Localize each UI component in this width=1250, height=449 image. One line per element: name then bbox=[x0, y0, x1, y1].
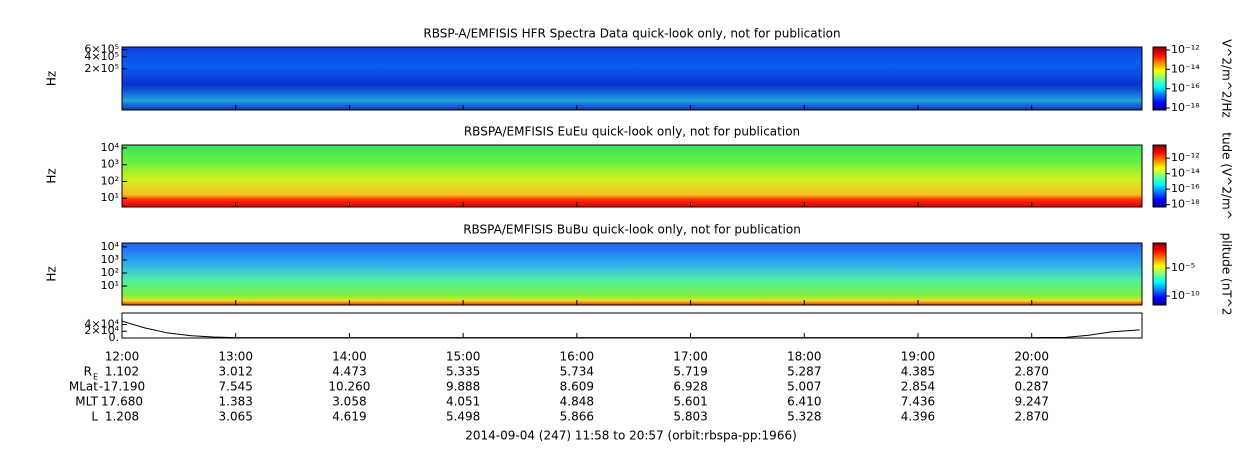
x-tick-label: 20:00 bbox=[1014, 350, 1049, 364]
plot-frame bbox=[121, 242, 1143, 306]
ephemeris-value: 3.058 bbox=[332, 395, 366, 409]
ephemeris-value: 8.609 bbox=[560, 380, 594, 394]
ephemeris-value: 4.051 bbox=[446, 395, 480, 409]
colorbar-tick-label: 10⁻¹⁰ bbox=[1171, 289, 1200, 302]
x-tick-label: 16:00 bbox=[560, 350, 595, 364]
y-tick-label: 10² bbox=[101, 266, 119, 279]
ephemeris-value: 3.012 bbox=[219, 365, 253, 379]
y-tick-label: 6×10⁵ bbox=[84, 43, 119, 56]
colorbar bbox=[1152, 144, 1167, 208]
colorbar bbox=[1152, 46, 1167, 111]
y-axis-label: Hz bbox=[45, 168, 59, 183]
ephemeris-value: 2.870 bbox=[1015, 365, 1049, 379]
colorbar-label: plitude (nT^2 bbox=[1220, 233, 1234, 316]
panel-title: RBSPA/EMFISIS EuEu quick-look only, not … bbox=[464, 125, 800, 139]
x-tick-label: 19:00 bbox=[901, 350, 936, 364]
ephemeris-row-label: R bbox=[84, 365, 92, 379]
ephemeris-value: 5.601 bbox=[673, 395, 707, 409]
colorbar-tick-label: 10⁻¹⁸ bbox=[1171, 198, 1200, 211]
ephemeris-value: 0.287 bbox=[1015, 380, 1049, 394]
colorbar-tick-label: 10⁻¹⁶ bbox=[1171, 82, 1200, 95]
ephemeris-value: 10.260 bbox=[328, 380, 370, 394]
ephemeris-row-label: L bbox=[91, 410, 98, 424]
y-tick-label: 10³ bbox=[101, 253, 119, 266]
ephemeris-value: 2.854 bbox=[901, 380, 935, 394]
ephemeris-value: 7.436 bbox=[901, 395, 935, 409]
y-tick-label: 10⁴ bbox=[101, 141, 120, 154]
y-tick-label: 2×10⁴ bbox=[84, 324, 119, 337]
ephemeris-value: 6.928 bbox=[673, 380, 707, 394]
y-axis-label: Hz bbox=[45, 71, 59, 86]
x-tick-label: 15:00 bbox=[446, 350, 481, 364]
ephemeris-value: 5.287 bbox=[787, 365, 821, 379]
spectrogram-image bbox=[122, 47, 1142, 110]
spectrogram-image bbox=[122, 243, 1142, 305]
ephemeris-value: 5.328 bbox=[787, 410, 821, 424]
x-tick-label: 18:00 bbox=[787, 350, 822, 364]
y-tick-label: 4×10⁴ bbox=[84, 317, 119, 330]
plot-frame bbox=[121, 144, 1143, 208]
ephemeris-value: 5.866 bbox=[560, 410, 594, 424]
plot-frame bbox=[121, 312, 1143, 339]
colorbar-label: V^2/m^2/Hz bbox=[1220, 39, 1234, 118]
plot-frame bbox=[121, 46, 1143, 111]
x-tick-label: 14:00 bbox=[332, 350, 367, 364]
y-tick-label: 0. bbox=[109, 331, 120, 344]
colorbar-tick-label: 10⁻¹² bbox=[1171, 43, 1200, 56]
ephemeris-value: 6.410 bbox=[787, 395, 821, 409]
spectrogram-image bbox=[122, 145, 1142, 207]
ephemeris-value: 5.498 bbox=[446, 410, 480, 424]
y-tick-label: 4×10⁵ bbox=[84, 50, 119, 63]
ephemeris-value: 5.335 bbox=[446, 365, 480, 379]
ephemeris-value: 4.848 bbox=[560, 395, 594, 409]
x-tick-label: 12:00 bbox=[105, 350, 140, 364]
ephemeris-value: 5.803 bbox=[673, 410, 707, 424]
ephemeris-value: 2.870 bbox=[1015, 410, 1049, 424]
ephemeris-value: 4.619 bbox=[332, 410, 366, 424]
ephemeris-value: 5.007 bbox=[787, 380, 821, 394]
panel-title: RBSPA/EMFISIS BuBu quick-look only, not … bbox=[463, 223, 801, 237]
ephemeris-value: 1.208 bbox=[105, 410, 139, 424]
ephemeris-value: 1.383 bbox=[219, 395, 253, 409]
ephemeris-value: 3.065 bbox=[219, 410, 253, 424]
y-tick-label: 10² bbox=[101, 174, 119, 187]
colorbar-tick-label: 10⁻¹² bbox=[1171, 151, 1200, 164]
y-tick-label: 10¹ bbox=[101, 191, 119, 204]
ephemeris-value: 4.396 bbox=[901, 410, 935, 424]
ephemeris-value: 9.247 bbox=[1015, 395, 1049, 409]
x-tick-label: 17:00 bbox=[673, 350, 708, 364]
ephemeris-row-label: MLT bbox=[75, 395, 98, 409]
ephemeris-value: 4.385 bbox=[901, 365, 935, 379]
ephemeris-value: 5.734 bbox=[560, 365, 594, 379]
ephemeris-value: -17.190 bbox=[99, 380, 145, 394]
y-tick-label: 10¹ bbox=[101, 279, 119, 292]
ephemeris-value: 4.473 bbox=[332, 365, 366, 379]
y-tick-label: 10⁴ bbox=[101, 240, 120, 253]
x-tick-label: 13:00 bbox=[218, 350, 253, 364]
ephemeris-row-label: MLat bbox=[69, 380, 98, 394]
colorbar-tick-label: 10⁻¹⁴ bbox=[1171, 167, 1200, 180]
ephemeris-value: 9.888 bbox=[446, 380, 480, 394]
ephemeris-value: 1.102 bbox=[105, 365, 139, 379]
y-tick-label: 10³ bbox=[101, 158, 119, 171]
y-tick-label: 2×10⁵ bbox=[84, 62, 119, 75]
colorbar-tick-label: 10⁻¹⁴ bbox=[1171, 62, 1200, 75]
colorbar bbox=[1152, 242, 1167, 306]
ephemeris-value: 5.719 bbox=[673, 365, 707, 379]
line bbox=[121, 320, 1140, 339]
colorbar-tick-label: 10⁻¹⁸ bbox=[1171, 101, 1200, 114]
ephemeris-row-subscript: E bbox=[93, 373, 98, 382]
colorbar-tick-label: 10⁻¹⁶ bbox=[1171, 182, 1200, 195]
y-axis-label: Hz bbox=[45, 266, 59, 281]
footer: 2014-09-04 (247) 11:58 to 20:57 (orbit:r… bbox=[465, 429, 797, 443]
colorbar-tick-label: 10⁻⁵ bbox=[1171, 261, 1195, 274]
ephemeris-value: 17.680 bbox=[101, 395, 143, 409]
ephemeris-value: 7.545 bbox=[219, 380, 253, 394]
colorbar-label: tude (V^2/m^ bbox=[1220, 132, 1234, 220]
panel-title: RBSP-A/EMFISIS HFR Spectra Data quick-lo… bbox=[423, 27, 840, 41]
